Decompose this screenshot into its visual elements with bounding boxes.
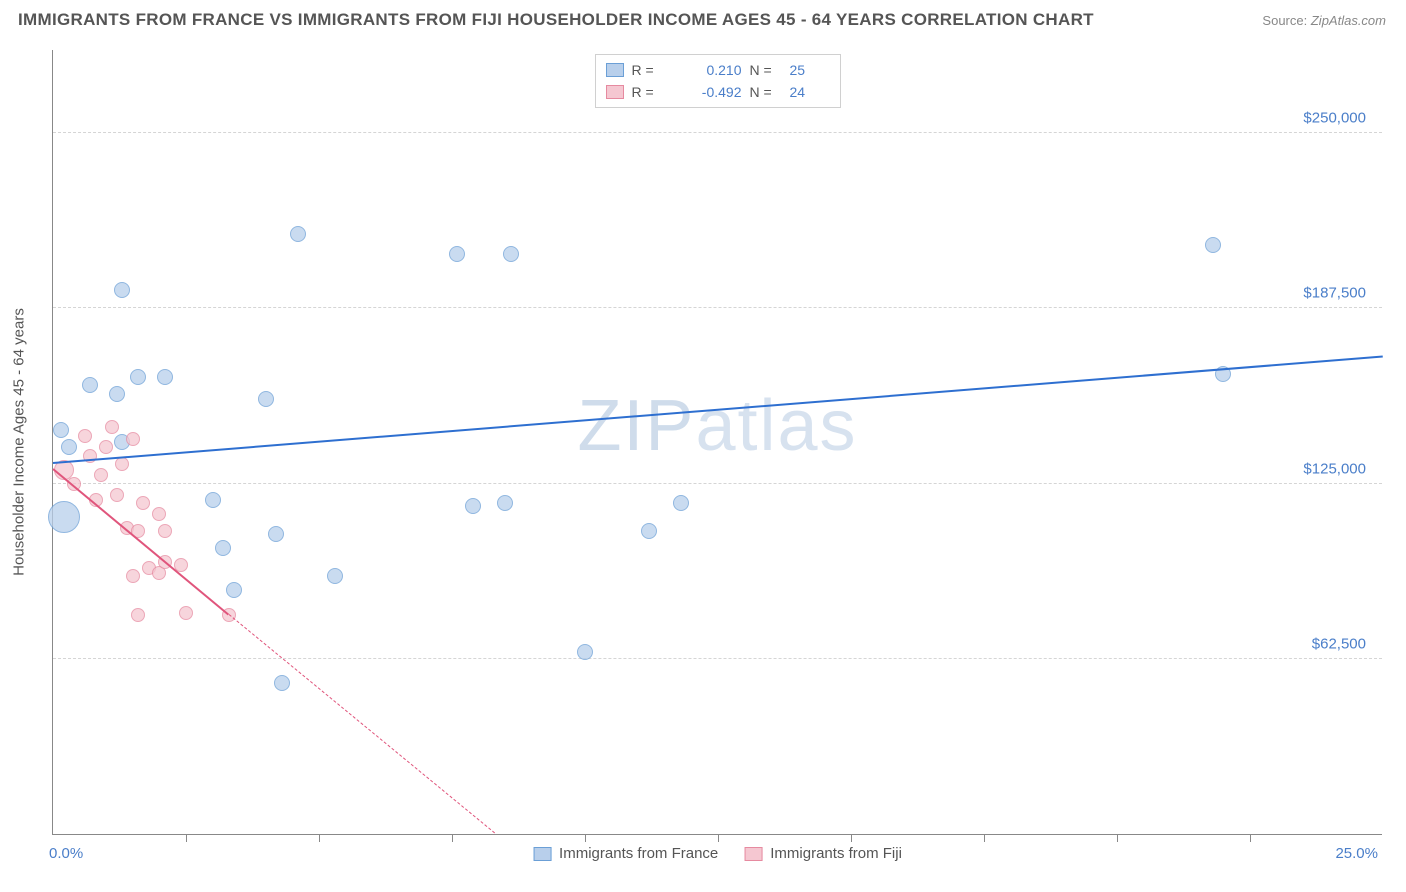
data-point [327,568,343,584]
series-legend-label: Immigrants from France [559,845,718,862]
data-point [131,608,145,622]
gridline [53,307,1382,308]
n-label: N = [750,59,782,81]
x-tick [718,834,719,842]
series-legend-item: Immigrants from Fiji [744,845,902,862]
watermark: ZIPatlas [577,385,857,467]
data-point [94,468,108,482]
data-point [115,457,129,471]
chart-area: ZIPatlas Householder Income Ages 45 - 64… [52,50,1382,835]
x-tick [319,834,320,842]
data-point [503,246,519,262]
data-point [673,495,689,511]
data-point [110,488,124,502]
x-tick [851,834,852,842]
data-point [48,501,80,533]
data-point [130,369,146,385]
data-point [1205,237,1221,253]
x-axis-min-label: 0.0% [49,845,83,862]
data-point [226,582,242,598]
data-point [126,432,140,446]
data-point [205,492,221,508]
trendline-extrapolated [228,614,495,833]
data-point [105,420,119,434]
data-point [577,644,593,660]
correlation-legend-row: R = -0.492 N = 24 [606,81,830,103]
trendline [52,468,229,615]
data-point [136,496,150,510]
x-tick [1250,834,1251,842]
n-value: 24 [790,81,830,103]
r-label: R = [632,59,664,81]
legend-swatch [606,63,624,77]
data-point [641,523,657,539]
correlation-legend: R = 0.210 N = 25 R = -0.492 N = 24 [595,54,841,108]
data-point [179,606,193,620]
data-point [78,429,92,443]
source-attribution: Source: ZipAtlas.com [1262,13,1386,28]
series-legend-label: Immigrants from Fiji [770,845,902,862]
data-point [290,226,306,242]
data-point [157,369,173,385]
data-point [449,246,465,262]
x-tick [984,834,985,842]
plot-region: ZIPatlas Householder Income Ages 45 - 64… [52,50,1382,835]
data-point [158,524,172,538]
series-legend: Immigrants from France Immigrants from Fi… [533,845,902,862]
n-value: 25 [790,59,830,81]
x-tick [585,834,586,842]
gridline [53,658,1382,659]
y-axis-tick-label: $125,000 [1303,460,1366,477]
trendline [53,355,1383,464]
data-point [268,526,284,542]
correlation-legend-row: R = 0.210 N = 25 [606,59,830,81]
chart-title: IMMIGRANTS FROM FRANCE VS IMMIGRANTS FRO… [18,10,1094,30]
x-tick [452,834,453,842]
y-axis-tick-label: $250,000 [1303,110,1366,127]
data-point [82,377,98,393]
gridline [53,483,1382,484]
x-axis-max-label: 25.0% [1335,845,1378,862]
x-tick [1117,834,1118,842]
legend-swatch [744,847,762,861]
y-axis-tick-label: $187,500 [1303,285,1366,302]
series-legend-item: Immigrants from France [533,845,718,862]
r-value: 0.210 [672,59,742,81]
data-point [215,540,231,556]
data-point [61,439,77,455]
data-point [497,495,513,511]
source-label: Source: [1262,13,1307,28]
y-axis-label: Householder Income Ages 45 - 64 years [11,308,28,576]
data-point [126,569,140,583]
data-point [99,440,113,454]
r-value: -0.492 [672,81,742,103]
data-point [258,391,274,407]
data-point [114,282,130,298]
n-label: N = [750,81,782,103]
data-point [53,422,69,438]
header: IMMIGRANTS FROM FRANCE VS IMMIGRANTS FRO… [0,0,1406,36]
legend-swatch [533,847,551,861]
legend-swatch [606,85,624,99]
source-value: ZipAtlas.com [1311,13,1386,28]
gridline [53,132,1382,133]
data-point [109,386,125,402]
x-tick [186,834,187,842]
data-point [274,675,290,691]
data-point [152,507,166,521]
data-point [465,498,481,514]
y-axis-tick-label: $62,500 [1312,635,1366,652]
r-label: R = [632,81,664,103]
